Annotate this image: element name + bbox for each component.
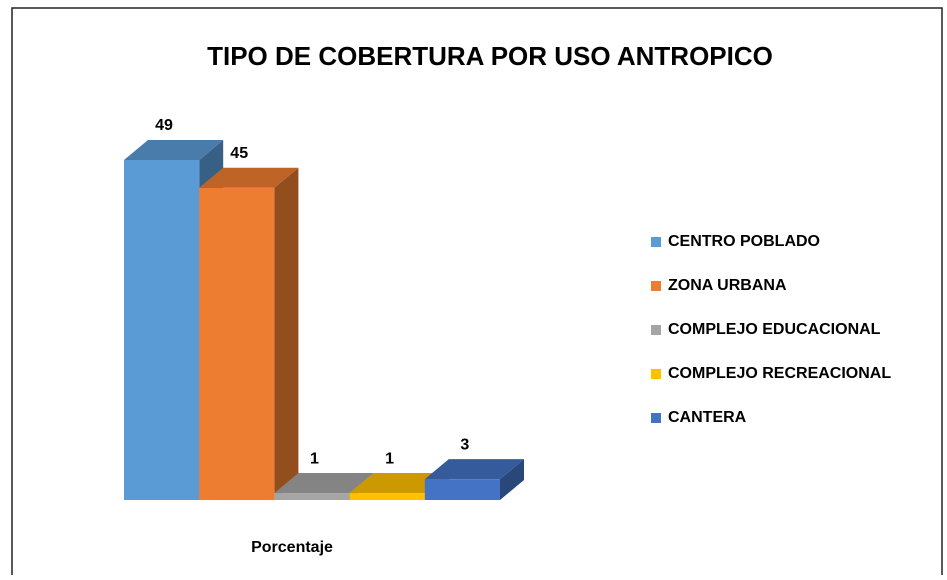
data-label: 1 [385,450,394,467]
bar [274,493,350,500]
legend-label: CENTRO POBLADO [668,233,820,250]
bar [424,479,500,500]
data-label: 49 [155,117,173,134]
bar-side [274,167,299,500]
legend-swatch [651,237,661,247]
legend-swatch [651,325,661,335]
legend-swatch [651,281,661,291]
bar [199,187,275,500]
data-label: 3 [460,436,469,453]
legend-swatch [651,413,661,423]
bar [349,493,425,500]
x-tick-label: Porcentaje [251,539,333,556]
data-label: 45 [230,145,248,162]
legend-label: ZONA URBANA [668,277,787,294]
legend-label: CANTERA [668,409,747,426]
bar-top [424,459,524,480]
legend-label: COMPLEJO RECREACIONAL [668,365,891,382]
legend-swatch [651,369,661,379]
legend-label: COMPLEJO EDUCACIONAL [668,321,881,338]
bar-top [199,167,299,188]
data-label: 1 [310,450,319,467]
bar [124,160,200,500]
bar-top [124,140,224,160]
bar-top [349,473,449,494]
chart-title: TIPO DE COBERTURA POR USO ANTROPICO [207,41,773,71]
bar-side [500,459,524,500]
bar-top [274,473,374,494]
